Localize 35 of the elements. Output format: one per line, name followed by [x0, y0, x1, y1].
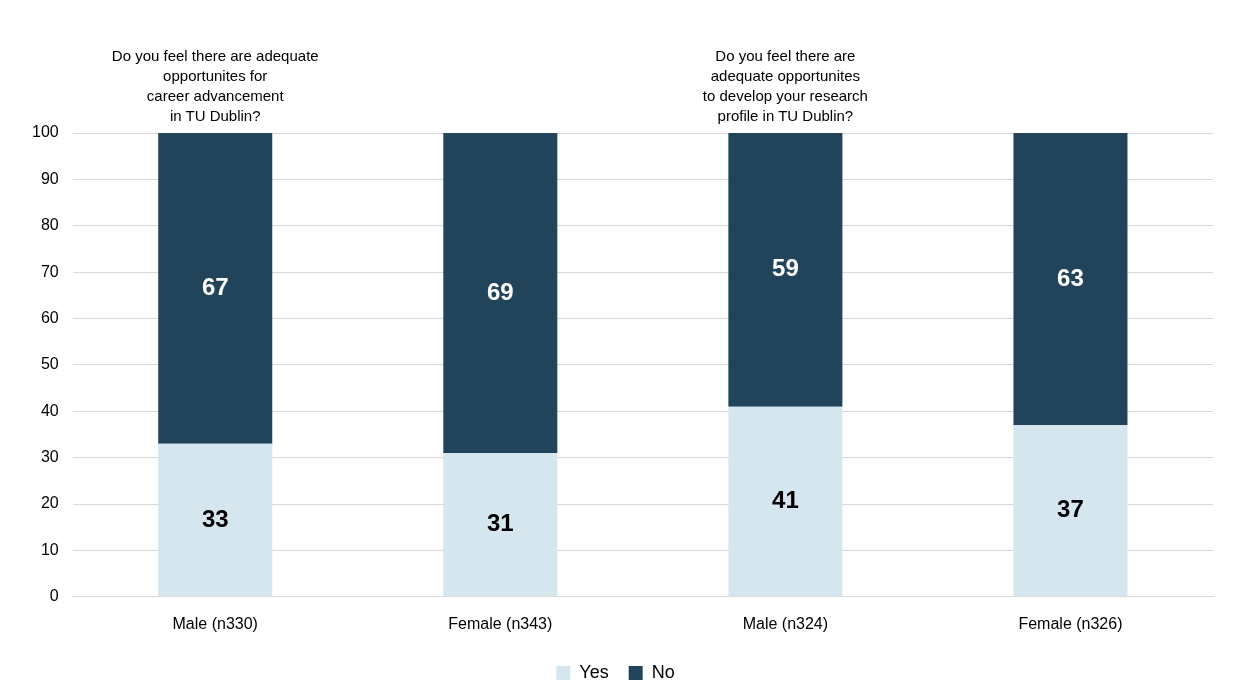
x-tick-label: Female (n326)	[1018, 614, 1123, 632]
data-label: 67	[201, 273, 229, 300]
text: Do you feel there are adequate opportunites to develop your research profile in TU Dublin?	[702, 47, 868, 124]
legend-label: No	[651, 661, 675, 682]
y-tick-label: 70	[40, 262, 59, 280]
data-label: 63	[1057, 263, 1084, 291]
bar	[728, 133, 843, 407]
bar	[158, 133, 273, 444]
bar	[1013, 425, 1128, 597]
bar	[443, 453, 558, 597]
y-tick-label: 10	[40, 540, 59, 558]
y-tick-label: 0	[49, 587, 59, 605]
legend-label: Yes	[579, 661, 609, 682]
data-label: 41	[772, 486, 799, 514]
data-label: 33	[201, 504, 229, 532]
y-tick-label: 40	[40, 401, 59, 419]
y-tick-label: 50	[40, 355, 59, 373]
bar	[728, 406, 843, 597]
bar	[1013, 133, 1128, 426]
data-label: 31	[486, 509, 514, 537]
data-label: 69	[486, 277, 514, 305]
y-tick-label: 90	[40, 169, 59, 187]
x-tick-label: Female (n343)	[448, 614, 553, 632]
y-tick-label: 80	[40, 216, 59, 234]
data-label: 37	[1057, 495, 1084, 523]
y-tick-label: 100	[31, 123, 59, 141]
bar	[443, 133, 558, 454]
x-tick-label: Male (n324)	[742, 614, 829, 632]
y-tick-label: 20	[40, 494, 59, 512]
y-tick-label: 60	[40, 308, 59, 326]
y-tick-label: 30	[40, 448, 59, 466]
text: Do you feel there are adequate opportunites for career advancement in TU Dublin?	[111, 47, 319, 124]
bar	[158, 443, 273, 597]
data-label: 59	[772, 254, 799, 282]
x-tick-label: Male (n330)	[172, 614, 258, 632]
